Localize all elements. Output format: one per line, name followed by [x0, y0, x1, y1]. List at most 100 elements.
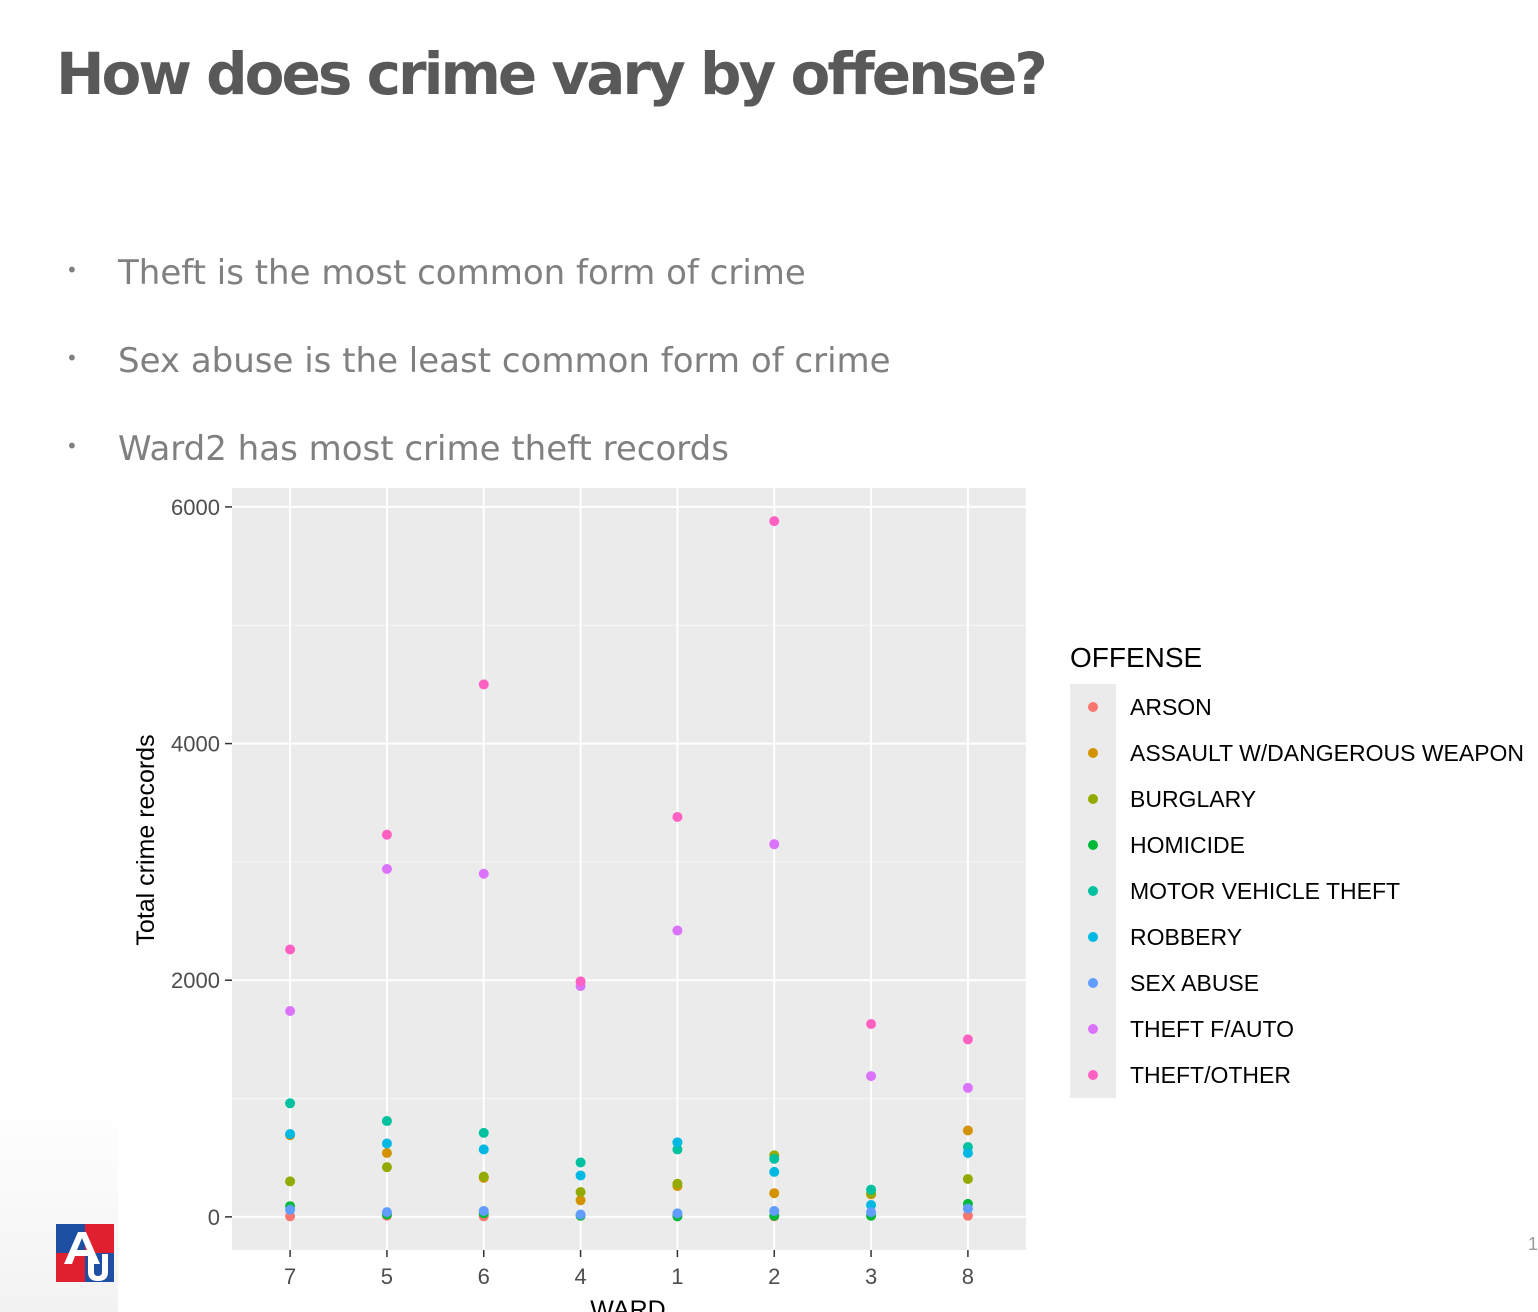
- legend-title: OFFENSE: [1070, 642, 1203, 673]
- legend-key-dot: [1088, 1070, 1098, 1080]
- data-point: [381, 1147, 392, 1158]
- x-tick-label: 8: [962, 1264, 974, 1289]
- legend-label: THEFT F/AUTO: [1130, 1015, 1294, 1042]
- y-tick-label: 4000: [171, 732, 220, 757]
- data-point: [478, 679, 489, 690]
- x-tick-label: 6: [478, 1264, 490, 1289]
- bullet-item: • Ward2 has most crime theft records: [66, 424, 891, 512]
- slide-title: How does crime vary by offense?: [56, 40, 1048, 108]
- x-axis-label: WARD: [590, 1296, 665, 1312]
- x-tick-label: 3: [865, 1264, 877, 1289]
- bullet-item: • Theft is the most common form of crime: [66, 248, 891, 336]
- legend-key-dot: [1088, 794, 1098, 804]
- bullet-text: Sex abuse is the least common form of cr…: [118, 341, 891, 381]
- data-point: [285, 1005, 296, 1016]
- scatter-chart: 0 2000 4000 6000 7 5 6 4 1 2 3 8 Total crime record…: [132, 488, 1026, 1312]
- data-point: [285, 1098, 296, 1109]
- x-tick-label: 4: [574, 1264, 586, 1289]
- data-point: [962, 1203, 973, 1214]
- data-point: [866, 1019, 877, 1030]
- legend-key-dot: [1088, 702, 1098, 712]
- data-point: [672, 811, 683, 822]
- bullet-dot-icon: •: [66, 346, 78, 370]
- legend-key-dot: [1088, 748, 1098, 758]
- legend-item: MOTOR VEHICLE THEFT: [1070, 868, 1400, 914]
- y-axis-label: Total crime records: [132, 734, 160, 945]
- data-point: [962, 1147, 973, 1158]
- data-point: [381, 1116, 392, 1127]
- data-point: [478, 1127, 489, 1138]
- bullet-dot-icon: •: [66, 258, 78, 282]
- data-point: [672, 1144, 683, 1155]
- data-point: [962, 1174, 973, 1185]
- data-point: [285, 1176, 296, 1187]
- chart-legend: OFFENSE ARSON ASSAULT W/DANGEROUS WEAPON B…: [1070, 640, 1524, 1098]
- data-point: [672, 925, 683, 936]
- bullet-text: Theft is the most common form of crime: [118, 253, 806, 293]
- legend-key-dot: [1088, 886, 1098, 896]
- data-point: [381, 864, 392, 874]
- data-point: [285, 944, 296, 955]
- data-point: [575, 1195, 586, 1206]
- y-tick-label: 2000: [171, 968, 220, 993]
- legend-item: BURGLARY: [1070, 776, 1256, 822]
- bullet-list: • Theft is the most common form of crime…: [66, 248, 891, 512]
- data-point: [962, 1125, 973, 1136]
- data-point: [866, 1200, 877, 1211]
- data-point: [285, 1129, 296, 1140]
- legend-key-dot: [1088, 932, 1098, 942]
- data-point: [575, 976, 586, 987]
- y-tick-label: 0: [208, 1205, 220, 1230]
- bullet-dot-icon: •: [66, 434, 78, 458]
- data-point: [866, 1071, 877, 1082]
- data-point: [381, 1138, 392, 1149]
- data-point: [478, 868, 489, 879]
- data-point: [575, 1187, 586, 1198]
- legend-item: ARSON: [1070, 684, 1212, 730]
- data-point: [575, 1170, 586, 1181]
- legend-item: ROBBERY: [1070, 914, 1242, 960]
- plot-panel: [232, 488, 1026, 1250]
- legend-key-dot: [1088, 978, 1098, 988]
- page-number: 1: [1527, 1234, 1538, 1254]
- data-point: [962, 1210, 973, 1221]
- data-point: [962, 1082, 973, 1093]
- data-point: [478, 1205, 489, 1216]
- x-tick-label: 7: [284, 1264, 296, 1289]
- data-point: [575, 1209, 586, 1220]
- data-point: [672, 1178, 683, 1189]
- bullet-text: Ward2 has most crime theft records: [118, 429, 729, 469]
- data-point: [769, 1205, 780, 1216]
- data-point: [381, 1162, 392, 1173]
- data-point: [478, 1144, 489, 1155]
- university-logo-icon: [56, 1224, 114, 1282]
- bullet-item: • Sex abuse is the least common form of …: [66, 336, 891, 424]
- data-point: [769, 516, 780, 527]
- legend-item: SEX ABUSE: [1070, 960, 1259, 1006]
- data-point: [769, 1153, 780, 1164]
- data-point: [285, 1204, 296, 1215]
- data-point: [672, 1208, 683, 1219]
- legend-label: HOMICIDE: [1130, 831, 1245, 858]
- legend-item: THEFT/OTHER: [1070, 1052, 1291, 1098]
- legend-label: ASSAULT W/DANGEROUS WEAPON: [1130, 739, 1525, 766]
- data-point: [866, 1184, 877, 1195]
- legend-item: ASSAULT W/DANGEROUS WEAPON: [1070, 730, 1524, 776]
- legend-items: ARSON ASSAULT W/DANGEROUS WEAPON BURGLARY H…: [1070, 684, 1524, 1098]
- data-point: [962, 1034, 973, 1045]
- x-tick-label: 2: [768, 1264, 780, 1289]
- legend-item: HOMICIDE: [1070, 822, 1245, 868]
- legend-label: ARSON: [1130, 693, 1212, 720]
- legend-label: SEX ABUSE: [1130, 969, 1260, 996]
- x-tick-label: 5: [381, 1264, 393, 1289]
- legend-label: BURGLARY: [1130, 785, 1257, 812]
- legend-key-dot: [1088, 840, 1098, 850]
- y-tick-label: 6000: [171, 495, 220, 520]
- legend-key-dot: [1088, 1024, 1098, 1034]
- legend-label: ROBBERY: [1130, 923, 1243, 950]
- data-point: [381, 829, 392, 840]
- x-tick-label: 1: [671, 1264, 683, 1289]
- data-point: [575, 1157, 586, 1168]
- data-point: [866, 1207, 877, 1218]
- legend-label: THEFT/OTHER: [1130, 1061, 1291, 1088]
